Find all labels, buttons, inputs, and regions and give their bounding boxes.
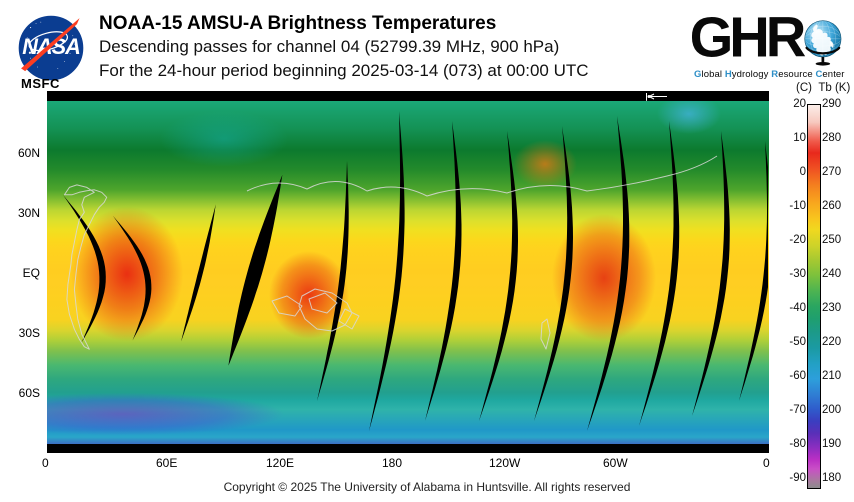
svg-text:GHR: GHR	[692, 13, 806, 69]
